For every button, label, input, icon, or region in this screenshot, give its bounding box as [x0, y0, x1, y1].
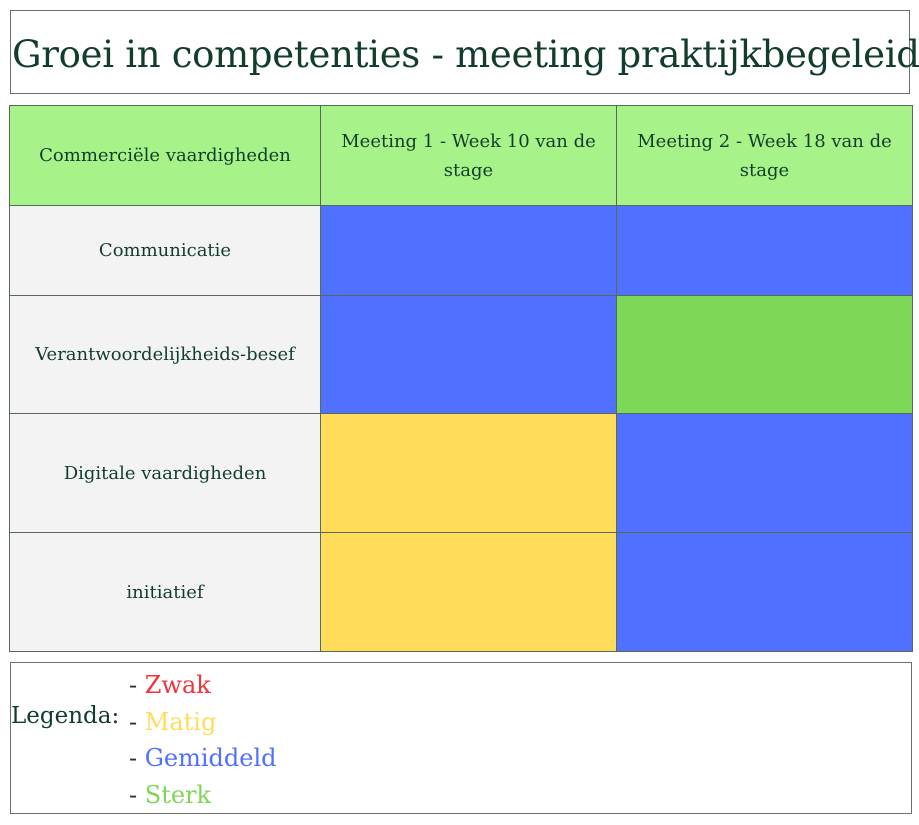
- legend-item-matig: - Matig: [129, 704, 277, 741]
- header-row: Commerciële vaardigheden Meeting 1 - Wee…: [9, 105, 913, 206]
- competency-table: Commerciële vaardigheden Meeting 1 - Wee…: [9, 105, 913, 652]
- legend-text: Matig: [144, 707, 217, 736]
- row-label: Verantwoordelijkheids-besef: [9, 295, 321, 414]
- legend-text: Zwak: [144, 671, 211, 699]
- legend-dash: -: [129, 671, 145, 699]
- rating-cell-meeting-2: [616, 532, 913, 652]
- table-row: Digitale vaardigheden: [9, 413, 913, 533]
- legend-dash: -: [129, 707, 145, 736]
- legend-list: - Zwak - Matig - Gemiddeld - Sterk: [129, 667, 277, 813]
- title-box: Groei in competenties - meeting praktijk…: [10, 10, 919, 94]
- header-meeting-2: Meeting 2 - Week 18 van de stage: [616, 105, 913, 206]
- rating-cell-meeting-1: [320, 413, 617, 533]
- row-label: Digitale vaardigheden: [9, 413, 321, 533]
- legend-text: Gemiddeld: [144, 744, 277, 772]
- legend-item-sterk: - Sterk: [129, 777, 277, 814]
- legend-text: Sterk: [144, 780, 212, 809]
- legend-dash: -: [129, 744, 145, 772]
- table-row: initiatief: [9, 532, 913, 652]
- row-label: Communicatie: [9, 205, 321, 296]
- rating-cell-meeting-1: [320, 205, 617, 296]
- page-title: Groei in competenties - meeting praktijk…: [12, 33, 919, 76]
- rating-cell-meeting-2: [616, 205, 913, 296]
- rating-cell-meeting-1: [320, 295, 617, 414]
- rating-cell-meeting-2: [616, 413, 913, 533]
- legend-item-gemiddeld: - Gemiddeld: [129, 740, 277, 777]
- table-row: Verantwoordelijkheids-besef: [9, 295, 913, 414]
- legend-label: Legenda:: [11, 703, 120, 729]
- legend-item-zwak: - Zwak: [129, 667, 277, 704]
- row-label: initiatief: [9, 532, 321, 652]
- header-meeting-1: Meeting 1 - Week 10 van de stage: [320, 105, 617, 206]
- table-row: Communicatie: [9, 205, 913, 296]
- legend-box: Legenda: - Zwak - Matig - Gemiddeld - St…: [10, 662, 912, 814]
- header-category: Commerciële vaardigheden: [9, 105, 321, 206]
- legend-dash: -: [129, 780, 145, 809]
- rating-cell-meeting-2: [616, 295, 913, 414]
- rating-cell-meeting-1: [320, 532, 617, 652]
